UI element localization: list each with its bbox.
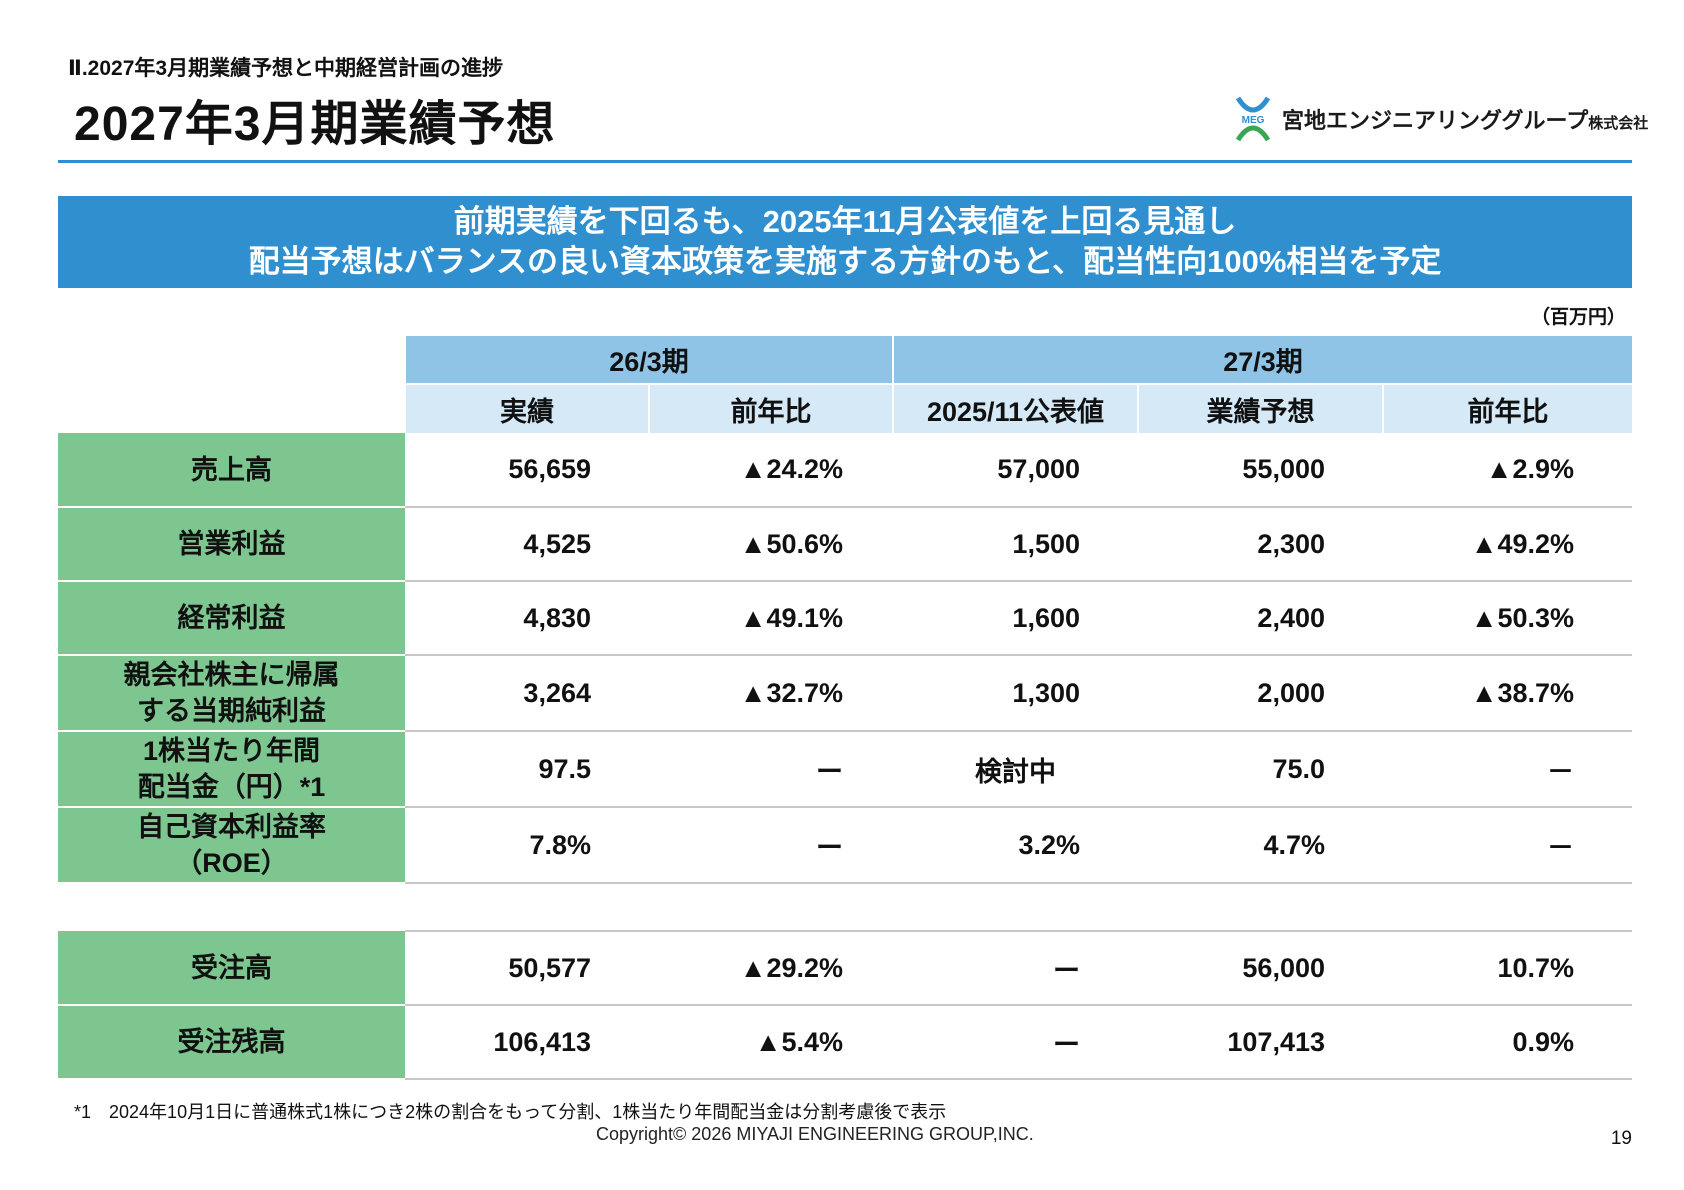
company-logo: MEG 宮地エンジニアリンググループ株式会社 bbox=[1232, 92, 1648, 146]
copyright: Copyright© 2026 MIYAJI ENGINEERING GROUP… bbox=[596, 1124, 1034, 1144]
row-label-line: 親会社株主に帰属 bbox=[123, 660, 340, 690]
cell-forecast: 2,000 bbox=[1138, 655, 1383, 732]
cell-forecast: 75.0 bbox=[1138, 731, 1383, 808]
cell-actual: 3,264 bbox=[405, 655, 649, 732]
corner-cell bbox=[58, 384, 405, 433]
row-label: 受注高 bbox=[58, 931, 405, 1006]
cell-actual: 4,830 bbox=[405, 581, 649, 656]
cell-yoy: ▲5.4% bbox=[649, 1005, 893, 1080]
cell-yoy: ▲49.2% bbox=[1383, 507, 1633, 582]
cell-actual: 56,659 bbox=[405, 433, 649, 508]
table-row: 1株当たり年間 配当金（円）*1 97.5 ー 検討中 75.0 － bbox=[58, 731, 1633, 808]
corner-cell bbox=[58, 336, 405, 384]
company-suffix: 株式会社 bbox=[1588, 115, 1649, 132]
group-header-27: 27/3期 bbox=[891, 336, 1633, 384]
company-name-main: 宮地エンジニアリンググループ bbox=[1282, 108, 1589, 133]
row-label-line: 1株当たり年間 bbox=[142, 736, 321, 766]
cell-actual: 106,413 bbox=[405, 1005, 649, 1080]
row-label: 経常利益 bbox=[58, 581, 405, 656]
row-label: 受注残高 bbox=[58, 1005, 405, 1080]
table-row: 受注高 50,577 ▲29.2% ー 56,000 10.7% bbox=[58, 931, 1633, 1006]
row-label: 営業利益 bbox=[58, 507, 405, 582]
row-label-line: （ROE） bbox=[175, 848, 288, 878]
spacer-cell bbox=[58, 883, 405, 931]
spacer-row bbox=[58, 883, 1633, 932]
cell-forecast: 4.7% bbox=[1138, 807, 1383, 884]
row-label-line: 自己資本利益率 bbox=[137, 812, 326, 842]
banner-line-1: 前期実績を下回るも、2025年11月公表値を上回る見通し bbox=[453, 204, 1237, 239]
cell-forecast: 56,000 bbox=[1138, 931, 1383, 1006]
cell-forecast: 2,300 bbox=[1138, 507, 1383, 582]
row-label: 親会社株主に帰属 する当期純利益 bbox=[58, 655, 405, 732]
cell-yoy: ▲49.1% bbox=[649, 581, 893, 656]
cell-actual: 4,525 bbox=[405, 507, 649, 582]
table-row: 親会社株主に帰属 する当期純利益 3,264 ▲32.7% 1,300 2,000… bbox=[58, 655, 1633, 732]
table-row: 経常利益 4,830 ▲49.1% 1,600 2,400 ▲50.3% bbox=[58, 581, 1633, 656]
page-title: 2027年3月期業績予想 bbox=[74, 98, 556, 151]
cell-yoy: ▲29.2% bbox=[649, 931, 893, 1006]
cell-announced: 57,000 bbox=[893, 433, 1138, 508]
col-header-yoy-27: 前年比 bbox=[1381, 383, 1633, 433]
cell-forecast: 107,413 bbox=[1138, 1005, 1383, 1080]
meg-logo-icon: MEG bbox=[1235, 96, 1271, 142]
spacer-cell bbox=[405, 883, 1633, 932]
cell-yoy: － bbox=[1383, 731, 1633, 808]
cell-yoy: ー bbox=[649, 731, 893, 808]
cell-yoy: 10.7% bbox=[1383, 931, 1633, 1006]
table-row: 受注残高 106,413 ▲5.4% ー 107,413 0.9% bbox=[58, 1005, 1633, 1080]
row-label: 売上高 bbox=[58, 433, 405, 508]
table-row: 売上高 56,659 ▲24.2% 57,000 55,000 ▲2.9% bbox=[58, 433, 1633, 508]
cell-yoy: ▲2.9% bbox=[1383, 433, 1633, 508]
unit-label: （百万円） bbox=[1530, 307, 1626, 328]
cell-announced: 1,600 bbox=[893, 581, 1138, 656]
col-header-forecast: 業績予想 bbox=[1137, 383, 1383, 433]
table-row: 自己資本利益率 （ROE） 7.8% ー 3.2% 4.7% － bbox=[58, 807, 1633, 884]
cell-actual: 7.8% bbox=[405, 807, 649, 884]
cell-announced: ー bbox=[893, 1005, 1138, 1080]
page-number: 19 bbox=[1610, 1128, 1632, 1149]
col-header-yoy-26: 前年比 bbox=[648, 383, 893, 433]
cell-actual: 50,577 bbox=[405, 931, 649, 1006]
cell-yoy: ▲50.3% bbox=[1383, 581, 1633, 656]
col-header-actual: 実績 bbox=[404, 383, 649, 433]
title-rule bbox=[58, 160, 1632, 163]
section-label: Ⅱ.2027年3月期業績予想と中期経営計画の進捗 bbox=[68, 57, 504, 80]
col-header-nov-announced: 2025/11公表値 bbox=[892, 383, 1138, 433]
logo-text: MEG bbox=[1242, 115, 1265, 126]
cell-announced: 1,300 bbox=[893, 655, 1138, 732]
cell-yoy: ▲32.7% bbox=[649, 655, 893, 732]
cell-yoy: ▲24.2% bbox=[649, 433, 893, 508]
cell-announced: 検討中 bbox=[893, 731, 1138, 808]
forecast-table: 26/3期 27/3期 実績 前年比 2025/11公表値 業績予想 前年比 売… bbox=[58, 336, 1633, 1080]
cell-yoy: ▲50.6% bbox=[649, 507, 893, 582]
group-header-26: 26/3期 bbox=[404, 336, 893, 384]
cell-yoy: ▲38.7% bbox=[1383, 655, 1633, 732]
banner-line-2: 配当予想はバランスの良い資本政策を実施する方針のもと、配当性向100%相当を予定 bbox=[248, 244, 1442, 279]
cell-announced: 3.2% bbox=[893, 807, 1138, 884]
cell-announced: 1,500 bbox=[893, 507, 1138, 582]
footnote: *1 2024年10月1日に普通株式1株につき2株の割合をもって分割、1株当たり… bbox=[74, 1102, 947, 1122]
row-label: 自己資本利益率 （ROE） bbox=[58, 807, 405, 884]
table-row: 営業利益 4,525 ▲50.6% 1,500 2,300 ▲49.2% bbox=[58, 507, 1633, 582]
cell-actual: 97.5 bbox=[405, 731, 649, 808]
cell-yoy: － bbox=[1383, 807, 1633, 884]
summary-banner: 前期実績を下回るも、2025年11月公表値を上回る見通し 配当予想はバランスの良… bbox=[58, 196, 1632, 288]
row-label-line: 配当金（円）*1 bbox=[137, 772, 326, 802]
row-label: 1株当たり年間 配当金（円）*1 bbox=[58, 731, 405, 808]
company-name: 宮地エンジニアリンググループ株式会社 bbox=[1282, 103, 1648, 135]
row-label-line: する当期純利益 bbox=[137, 696, 326, 726]
cell-forecast: 55,000 bbox=[1138, 433, 1383, 508]
cell-announced: ー bbox=[893, 931, 1138, 1006]
cell-yoy: 0.9% bbox=[1383, 1005, 1633, 1080]
cell-yoy: ー bbox=[649, 807, 893, 884]
cell-forecast: 2,400 bbox=[1138, 581, 1383, 656]
